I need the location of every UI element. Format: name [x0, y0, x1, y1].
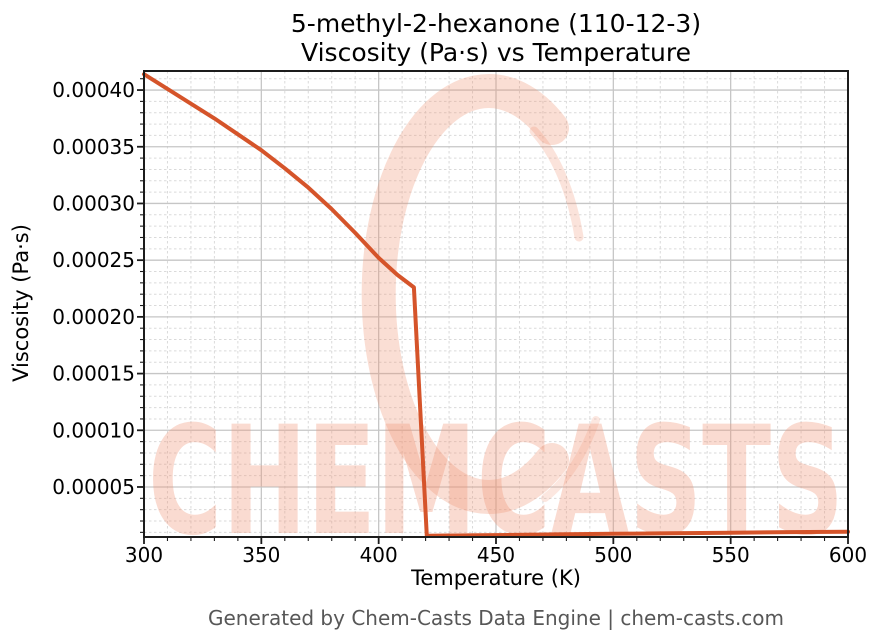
watermark-c-swirl-inner-stroke-icon [529, 126, 584, 242]
x-tick-label: 600 [829, 543, 867, 567]
y-tick-label: 0.00015 [52, 362, 135, 386]
series-line-viscosity [142, 72, 850, 538]
x-tick-label: 550 [712, 543, 750, 567]
footer-attribution: Generated by Chem-Casts Data Engine | ch… [207, 606, 785, 630]
y-tick-label: 0.00010 [52, 418, 135, 442]
chart-title: 5-methyl-2-hexanone (110-12-3) Viscosity… [144, 9, 848, 67]
x-tick-label: 450 [477, 543, 515, 567]
watermark-c-swirl-tail-icon [541, 416, 600, 502]
y-tick-label: 0.00005 [52, 475, 135, 499]
y-axis-label: Viscosity (Pa·s) [9, 224, 33, 382]
x-tick-label: 400 [360, 543, 398, 567]
chart-title-line2: Viscosity (Pa·s) vs Temperature [301, 38, 691, 67]
tick-labels: 300 350 400 450 500 550 600 0.00005 0.00010 0.000… [52, 78, 867, 567]
watermark-c-swirl-icon [361, 74, 569, 514]
y-tick-label: 0.00035 [52, 135, 135, 159]
y-tick-label: 0.00020 [52, 305, 135, 329]
y-tick-label: 0.00025 [52, 248, 135, 272]
x-tick-label: 500 [594, 543, 632, 567]
axis-ticks [137, 78, 849, 544]
x-axis-label: Temperature (K) [411, 566, 581, 590]
y-tick-label: 0.00030 [52, 191, 135, 215]
grid-major [144, 71, 848, 537]
chart-title-line1: 5-methyl-2-hexanone (110-12-3) [290, 9, 702, 38]
y-tick-label: 0.00040 [52, 78, 135, 102]
x-tick-label: 300 [125, 543, 163, 567]
x-tick-label: 350 [242, 543, 280, 567]
